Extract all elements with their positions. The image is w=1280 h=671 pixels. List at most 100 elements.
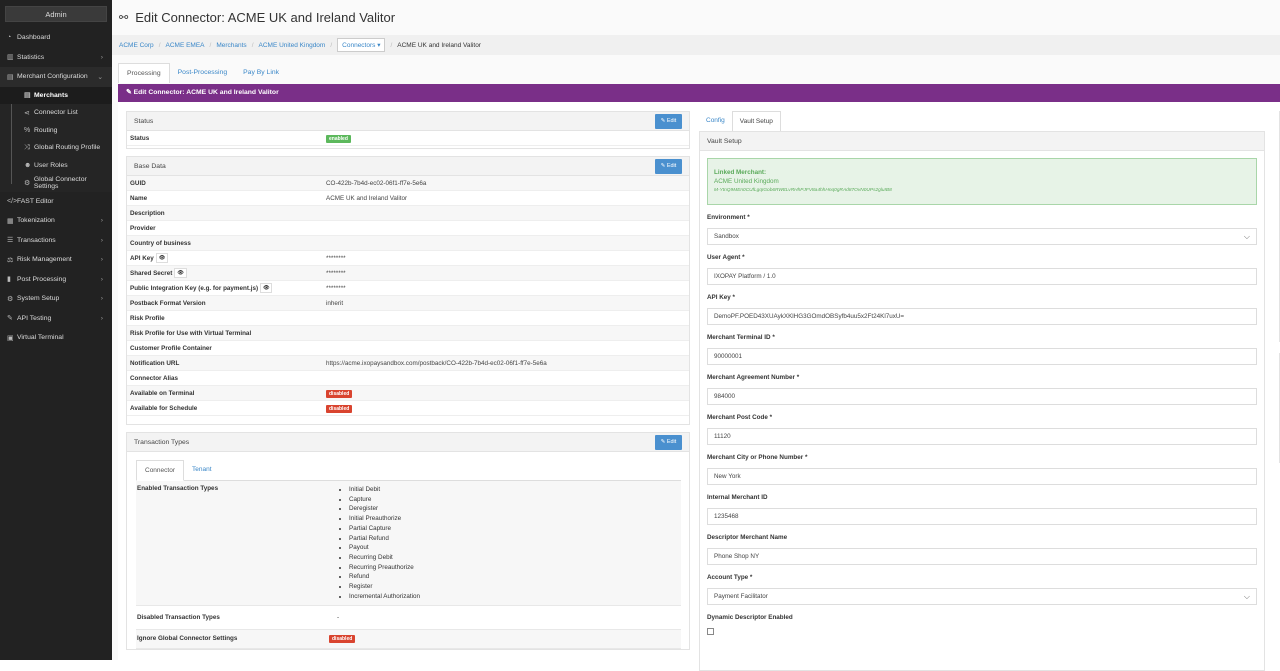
sidebar-item-statistics[interactable]: ▥ Statistics › [0,48,112,68]
table-row: Connector Alias [127,371,689,386]
descriptor-merchant-name-input[interactable]: Phone Shop NY [707,548,1257,565]
tab-pay-by-link[interactable]: Pay By Link [243,69,280,76]
sidebar-item-label: Statistics [17,53,45,61]
descriptor-merchant-name-label: Descriptor Merchant Name [707,534,788,541]
merchant-terminal-id-input[interactable]: 90000001 [707,348,1257,365]
breadcrumb-merchants[interactable]: Merchants [216,41,247,49]
sidebar-item-label: Post Processing [17,275,67,283]
row-label: API Key [130,254,154,262]
row-label: Risk Profile [130,314,165,322]
random-icon: ⤨ [24,143,30,151]
tab-post-processing[interactable]: Post-Processing [177,69,228,76]
sidebar-item-global-routing-profile[interactable]: ⤨ Global Routing Profile [0,139,112,157]
row-label: Customer Profile Container [130,344,212,352]
account-type-select[interactable]: Payment Facilitator ⌵ [707,588,1257,605]
table-row: Available for Schedule disabled [127,401,689,416]
panel-title: Status [134,118,154,125]
sidebar-item-routing[interactable]: % Routing [0,122,112,140]
share-icon: ⋖ [24,109,30,117]
sidebar-item-label: Dashboard [17,34,51,42]
sidebar: Admin ◔ Dashboard ▥ Statistics › ▤ Merchant Co… [0,0,112,660]
sidebar-item-user-roles[interactable]: ☻ User Roles [0,157,112,175]
chevron-right-icon: › [100,275,103,283]
sidebar-item-tokenization[interactable]: ▦ Tokenization › [0,211,112,231]
status-badge: disabled [326,389,353,398]
connectors-dropdown[interactable]: Connectors ▾ [337,38,386,52]
sidebar-item-merchant-configuration[interactable]: ▤ Merchant Configuration ⌄ [0,67,112,87]
banner-text: Edit Connector: ACME UK and Ireland Vali… [133,89,279,96]
panel-title: Vault Setup [700,132,1264,151]
api-key-input[interactable]: DemoPF.POED43XUAykXKlHG3GOmdOBSyfb4uu5x2… [707,308,1257,325]
list-item: Refund [349,572,420,582]
tab-vault-setup[interactable]: Vault Setup [731,111,781,131]
sidebar-item-merchants[interactable]: ▤ Merchants [0,86,112,104]
chevron-down-icon: ⌵ [1243,592,1250,601]
sidebar-nav: ◔ Dashboard ▥ Statistics › ▤ Merchant Configur… [0,28,112,348]
sidebar-item-label: Merchants [34,91,68,99]
dynamic-descriptor-checkbox[interactable] [707,628,714,635]
row-value: inherit [326,299,344,307]
row-value: CO-422b-7b4d-ec02-06f1-ff7e-5e6a [326,179,427,187]
merchant-agreement-number-input[interactable]: 984000 [707,388,1257,405]
calculator-icon: ▣ [7,334,14,342]
status-badge: enabled [326,134,351,143]
eye-icon[interactable]: 👁 [260,283,273,293]
tab-connector[interactable]: Connector [136,460,184,481]
sidebar-item-global-connector-settings[interactable]: ⚙ Global Connector Settings [0,174,112,192]
breadcrumb-acme-emea[interactable]: ACME EMEA [165,41,205,49]
tab-config[interactable]: Config [706,117,725,124]
panel-title: Transaction Types [134,439,190,446]
table-row: Country of business [127,236,689,251]
user-agent-label: User Agent * [707,254,745,261]
sidebar-item-risk-management[interactable]: ⚖ Risk Management › [0,250,112,270]
environment-select[interactable]: Sandbox ⌵ [707,228,1257,245]
sidebar-item-virtual-terminal[interactable]: ▣ Virtual Terminal [0,328,112,348]
sidebar-item-api-testing[interactable]: ✎ API Testing › [0,309,112,329]
account-type-label: Account Type * [707,574,753,581]
row-label: Notification URL [130,359,180,367]
enabled-types-label: Enabled Transaction Types [137,485,219,492]
status-badge: disabled [326,404,353,413]
user-agent-input[interactable]: IXOPAY Platform / 1.0 [707,268,1257,285]
sidebar-item-system-setup[interactable]: ⚙ System Setup › [0,289,112,309]
sidebar-item-fast-editor[interactable]: </> FAST Editor [0,192,112,212]
row-value: ******** [326,254,346,262]
eye-icon[interactable]: 👁 [155,253,169,263]
merchant-post-code-input[interactable]: 11120 [707,428,1257,445]
sidebar-item-label: Merchant Configuration [17,73,88,81]
chevron-right-icon: › [100,256,103,264]
eye-icon[interactable]: 👁 [174,268,187,278]
row-value: ******** [326,284,346,292]
edit-button[interactable]: ✎ Edit [655,114,682,129]
edit-button[interactable]: ✎ Edit [655,159,682,174]
tab-processing[interactable]: Processing [118,63,170,83]
admin-button[interactable]: Admin [5,6,107,22]
breadcrumb-acme-uk[interactable]: ACME United Kingdom [258,41,326,49]
table-row: Name ACME UK and Ireland Valitor [127,191,689,206]
sidebar-item-label: User Roles [34,161,68,169]
status-panel: Status ✎ Edit Status enabled [126,111,690,149]
ignore-global-badge: disabled [329,635,356,644]
list-item: Payout [349,543,420,553]
list-item: Initial Debit [349,485,420,495]
balance-scale-icon: ⚖ [7,256,14,264]
tab-tenant[interactable]: Tenant [192,466,212,473]
breadcrumb-acme-corp[interactable]: ACME Corp [119,41,154,49]
edit-button[interactable]: ✎ Edit [655,435,682,450]
internal-merchant-id-input[interactable]: 1235468 [707,508,1257,525]
sidebar-item-dashboard[interactable]: ◔ Dashboard [0,28,112,48]
row-label: Risk Profile for Use with Virtual Termin… [130,329,252,337]
disabled-types-value: - [337,614,340,622]
sidebar-item-connector-list[interactable]: ⋖ Connector List [0,104,112,122]
merchant-agreement-number-label: Merchant Agreement Number * [707,374,800,381]
list-item: Incremental Authorization [349,592,420,602]
table-row: Shared Secret 👁 ******** [127,266,689,281]
chevron-right-icon: › [100,236,103,244]
sidebar-item-transactions[interactable]: ☰ Transactions › [0,231,112,251]
list-item: Capture [349,495,420,505]
chevron-down-icon: ⌄ [97,73,103,81]
merchant-city-or-phone-number-input[interactable]: New York [707,468,1257,485]
sidebar-item-post-processing[interactable]: ▮ Post Processing › [0,270,112,290]
edit-banner: ✎ Edit Connector: ACME UK and Ireland Va… [118,84,1280,102]
config-tabs: Config Vault Setup [699,111,781,131]
